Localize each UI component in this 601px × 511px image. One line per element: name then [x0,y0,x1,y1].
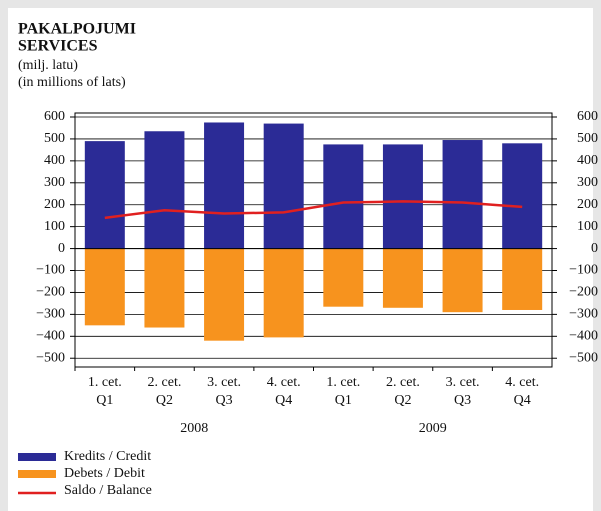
bar [84,141,125,249]
bar [263,123,304,249]
bar [502,248,543,310]
x-tick-sublabel: Q4 [514,393,531,408]
subtitle: (in millions of lats) [18,75,126,90]
x-tick-label: 4. cet. [505,375,539,390]
x-tick-sublabel: Q1 [96,393,113,408]
x-tick-label: 3. cet. [446,375,480,390]
y2-tick-label: −300 [569,307,598,322]
x-tick-sublabel: Q3 [454,393,471,408]
y2-tick-label: 200 [577,197,598,212]
bar [144,131,185,249]
bar [502,143,543,249]
y2-tick-label: 500 [577,131,598,146]
bar [263,248,304,338]
bar [204,122,245,249]
x-tick-sublabel: Q1 [335,393,352,408]
x-tick-label: 1. cet. [88,375,122,390]
bar [382,144,423,249]
line [104,200,523,220]
bar [382,248,423,308]
y2-tick-label: −200 [569,285,598,300]
y2-tick-label: 400 [577,153,598,168]
bar [204,248,245,341]
y-tick-label: 300 [44,175,65,190]
y-tick-label: 500 [44,131,65,146]
y2-tick-label: −500 [569,350,598,365]
x-tick-label: 1. cet. [326,375,360,390]
x-tick-sublabel: Q3 [216,393,233,408]
legend-label: Kredits / Credit [64,449,151,464]
y2-tick-label: −100 [569,263,598,278]
y-tick-label: 400 [44,153,65,168]
legend-label: Debets / Debit [64,466,145,481]
y2-tick-label: 100 [577,219,598,234]
legend-label: Saldo / Balance [64,483,152,498]
y2-tick-label: 600 [577,109,598,124]
y-tick-label: −300 [36,307,65,322]
y2-tick-label: −400 [569,329,598,344]
chart-title: PAKALPOJUMI [18,21,136,38]
chart-title: SERVICES [18,38,98,55]
y-tick-label: −400 [36,329,65,344]
y-tick-label: 100 [44,219,65,234]
x-tick-label: 2. cet. [386,375,420,390]
bar [442,248,483,313]
group-label: 2008 [180,421,208,436]
x-tick-sublabel: Q2 [394,393,411,408]
bar [442,140,483,249]
y2-tick-label: 300 [577,175,598,190]
y2-tick-label: 0 [591,241,598,256]
y-tick-label: 0 [58,241,65,256]
bar [323,144,364,249]
group-label: 2009 [419,421,447,436]
y-tick-label: −500 [36,350,65,365]
x-tick-sublabel: Q4 [275,393,292,408]
bar [144,248,185,328]
x-tick-label: 2. cet. [148,375,182,390]
bar [323,248,364,307]
legend-swatch [18,470,56,478]
legend-swatch [18,453,56,461]
x-tick-label: 4. cet. [267,375,301,390]
subtitle: (milj. latu) [18,58,78,73]
bar [84,248,125,326]
y-tick-label: −200 [36,285,65,300]
y-tick-label: 200 [44,197,65,212]
x-tick-label: 3. cet. [207,375,241,390]
y-tick-label: −100 [36,263,65,278]
x-tick-sublabel: Q2 [156,393,173,408]
y-tick-label: 600 [44,109,65,124]
